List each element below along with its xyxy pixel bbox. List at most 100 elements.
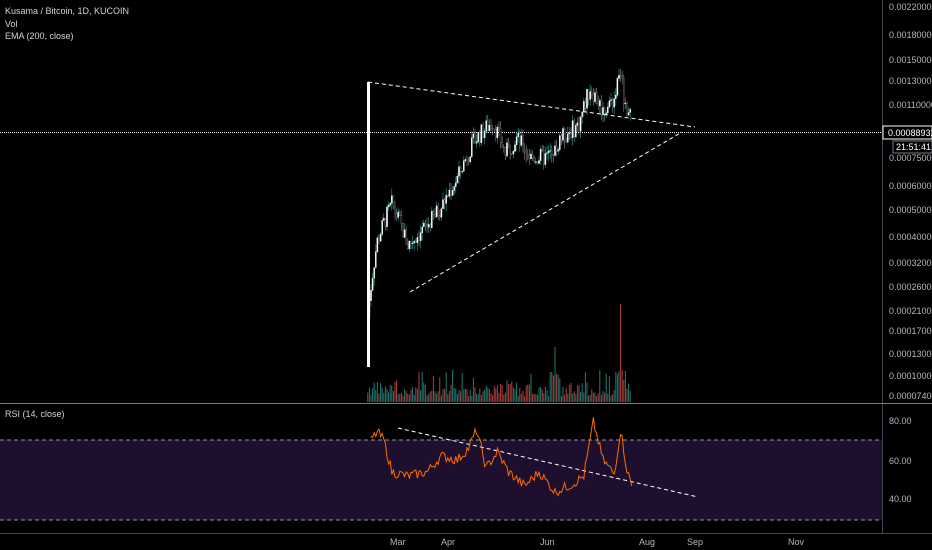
volume-bar [570, 383, 572, 402]
candle-body [619, 75, 622, 78]
price-tick: 0.00017000 [889, 326, 932, 336]
volume-bar [543, 393, 545, 402]
candle-body [440, 208, 443, 218]
volume-bar [416, 388, 418, 402]
candle-body [514, 144, 516, 152]
volume-bar [477, 394, 479, 402]
volume-bar [562, 386, 564, 402]
price-tick: 0.00050000 [889, 205, 932, 215]
volume-bar [463, 389, 465, 402]
volume-bar [373, 382, 375, 402]
volume-bar [618, 371, 620, 402]
candle-body [599, 100, 601, 107]
candle-body [469, 156, 471, 163]
rsi-tick: 80.00 [889, 416, 912, 426]
volume-bar [544, 386, 546, 402]
volume-bar [452, 370, 454, 402]
volume-bar [621, 370, 623, 402]
volume-bar [584, 372, 586, 402]
volume-bar [436, 393, 438, 402]
volume-bar [626, 388, 628, 402]
candle-body [615, 95, 617, 99]
candle-body [434, 214, 436, 218]
volume-legend[interactable]: Vol [5, 19, 18, 29]
volume-bar [429, 391, 431, 402]
ema-legend[interactable]: EMA (200, close) [5, 31, 74, 41]
volume-bar [378, 393, 380, 402]
candle-body [530, 153, 532, 160]
volume-bar [428, 393, 430, 402]
candle-body [583, 101, 585, 113]
volume-bar [370, 394, 372, 402]
volume-bar [524, 396, 526, 402]
price-tick: 0.00150000 [889, 55, 932, 65]
candle-body [450, 189, 452, 196]
volume-bar [541, 389, 543, 402]
candle-body [624, 102, 627, 105]
volume-bar [559, 378, 561, 402]
volume-bar [624, 370, 626, 402]
volume-bar [368, 387, 370, 402]
volume-bar [469, 389, 471, 402]
volume-bar [461, 373, 463, 402]
candle-body [496, 127, 499, 138]
volume-bar [450, 384, 452, 402]
candle-body [461, 171, 463, 173]
volume-bar [480, 394, 482, 402]
candle-body [621, 76, 623, 79]
volume-bar [487, 387, 489, 402]
candle-body [480, 124, 483, 143]
candle-body [459, 166, 462, 172]
volume-bar [458, 389, 460, 402]
candle-body [539, 149, 542, 161]
volume-bar [504, 392, 506, 402]
candle-body [464, 159, 467, 161]
volume-bar [383, 392, 385, 402]
rsi-legend[interactable]: RSI (14, close) [5, 409, 65, 419]
volume-bar [444, 389, 446, 402]
candle-body [451, 190, 454, 196]
volume-bar [389, 385, 391, 402]
volume-bar [528, 384, 530, 402]
volume-bar [367, 392, 369, 402]
candle-body [544, 153, 547, 165]
candle-body [424, 222, 427, 225]
price-upper-trendline [367, 81, 696, 128]
volume-bar [415, 387, 417, 402]
symbol-title[interactable]: Kusama / Bitcoin, 1D, KUCOIN [5, 6, 130, 16]
candle-body [493, 128, 495, 130]
candle-body [490, 125, 492, 129]
volume-bar [426, 395, 428, 402]
candle-body [482, 124, 484, 138]
candle-body [477, 132, 479, 142]
candle-body [453, 186, 455, 191]
candle-body [584, 101, 587, 109]
volume-bar [575, 394, 577, 402]
candle-body [463, 160, 465, 172]
volume-bar [482, 391, 484, 402]
price-tick: 0.00040000 [889, 232, 932, 242]
volume-bar [442, 388, 444, 402]
candle-body [443, 199, 446, 204]
candle-body [515, 136, 518, 145]
candle-body [375, 251, 377, 268]
volume-bar [407, 393, 409, 402]
candle-body [616, 78, 619, 96]
candle-body [392, 195, 395, 207]
volume-bar [448, 391, 450, 402]
volume-bar [394, 382, 396, 402]
candle-body [595, 92, 598, 104]
volume-bar [580, 391, 582, 402]
volume-bar [485, 385, 487, 402]
volume-bar [588, 395, 590, 402]
volume-bar [602, 391, 604, 402]
candle-body [531, 153, 534, 159]
candle-body [511, 153, 513, 155]
time-label: Aug [639, 537, 655, 547]
candle-body [475, 141, 478, 144]
candle-body [527, 153, 529, 156]
volume-bar [605, 373, 607, 402]
candle-body [448, 189, 451, 197]
candle-body [506, 142, 508, 157]
